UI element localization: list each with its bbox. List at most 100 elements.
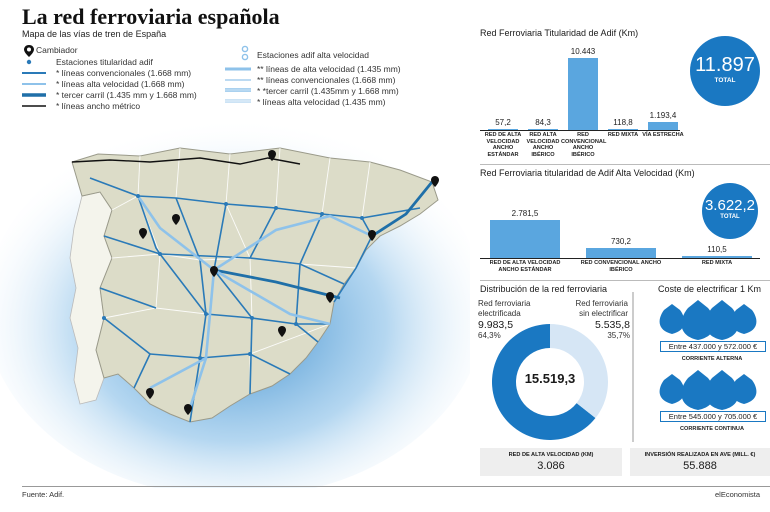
pin-icon [146,388,154,399]
legend-item: ** líneas convencionales (1.668 mm) [257,75,396,85]
av-station-circle-icon [241,53,249,61]
legend-left-symbols [22,45,46,107]
av-station-circle-icon [241,45,249,53]
cost-ac-range: Entre 437.000 y 572.000 € [660,341,766,352]
legend-item: * líneas alta velocidad (1.435 mm) [257,97,386,107]
electrified-label: Red ferroviaria electrificada [478,299,531,318]
bar-category-label: RED CONVENCIONAL ANCHO IBÉRICO [580,260,662,273]
cost-title: Coste de electrificar 1 Km [658,284,762,294]
chart1-total-circle: 11.897 TOTAL [690,36,760,106]
pin-icon [431,176,439,187]
bar-category-label: RED ALTA VELOCIDAD ANCHO IBÉRICO [526,132,560,158]
bar-category-label: RED MIXTA [607,132,639,138]
money-bags-illustration [659,300,757,410]
non-electrified-pct: 35,7% [607,331,630,340]
bar-category-label: RED CONVENCIONAL ANCHO IBÉRICO [561,132,607,158]
pin-icon [210,266,218,277]
chart1-total-value: 11.897 [695,54,755,76]
legend-item: * líneas convencionales (1.668 mm) [56,68,192,78]
chart2-baseline [480,258,760,259]
station-dot-icon [26,59,32,65]
gauge-changer-pins [139,150,439,415]
chart2-total-label: TOTAL [720,214,740,220]
bar [488,128,518,130]
spain-rail-map [0,118,470,488]
chart2-area: 2.781,5 RED DE ALTA VELOCIDAD ANCHO ESTÁN… [480,180,770,280]
pin-icon [268,150,276,161]
pin-icon [326,292,334,303]
section-divider [480,280,770,281]
donut-chart [492,324,608,440]
chart1-area: 57,2 RED DE ALTA VELOCIDAD ANCHO ESTÁNDAR… [480,44,770,164]
chart2-total-value: 3.622,2 [704,197,756,214]
legend-right-symbols [225,45,251,103]
legend-item: ** líneas de alta velocidad (1.435 mm) [257,64,401,74]
third-rail-lines [213,181,434,300]
legend-right: Estaciones adif alta velocidad ** líneas… [225,45,435,115]
legend-item: Cambiador [36,45,78,55]
bar-value-label: 84,3 [535,117,551,127]
metric-gauge-line [71,157,301,165]
section-divider [480,164,770,165]
av-km-value: 3.086 [537,460,565,472]
legend-item: Estaciones titularidad adif [56,57,153,67]
ave-investment-box: INVERSIÓN REALIZADA EN AVE (MILL. €) 55.… [630,448,770,476]
electrified-pct: 64,3% [478,331,501,340]
pin-icon [24,45,34,57]
brand-logo: elEconomista [715,490,761,499]
bar-value-label: 2.781,5 [511,209,539,218]
legend-item: * líneas ancho métrico [56,101,141,111]
av-km-label: RED DE ALTA VELOCIDAD (KM) [508,452,594,458]
pin-icon [184,404,192,415]
legend-left: Cambiador Estaciones titularidad adif * … [22,43,222,123]
bar-category-label: VÍA ESTRECHA [642,132,684,138]
station-dots [102,194,364,360]
pin-icon [172,214,180,225]
chart2-title: Red Ferroviaria titularidad de Adif Alta… [480,168,695,178]
non-electrified-value: 5.535,8 [594,319,630,331]
source-note: Fuente: Adif. [22,490,65,499]
av-km-box: RED DE ALTA VELOCIDAD (KM) 3.086 [480,448,622,476]
bar-value-label: 730,2 [610,237,632,247]
legend-item: * *tercer carril (1.435mm y 1.668 mm) [257,86,399,96]
donut-center-value: 15.519,3 [524,371,576,386]
bar [490,220,560,258]
cost-dc-range: Entre 545.000 y 705.000 € [660,411,766,422]
bar [648,121,678,130]
cost-ac-caption: CORRIENTE ALTERNA [681,356,743,362]
pin-icon [278,326,286,337]
bar-category-label: RED DE ALTA VELOCIDAD ANCHO ESTÁNDAR [489,260,561,273]
bar [608,128,638,130]
cost-divider [632,292,634,442]
legend-item: Estaciones adif alta velocidad [257,50,369,60]
footer-rule [22,486,770,487]
bar [586,248,656,258]
cost-dc-caption: CORRIENTE CONTINUA [679,426,745,432]
high-speed-lines [136,195,373,409]
ave-investment-label: INVERSIÓN REALIZADA EN AVE (MILL. €) [644,452,756,458]
bar [568,58,598,130]
bar-value-label: 57,2 [495,117,511,127]
legend-item: * líneas alta velocidad (1.668 mm) [56,79,185,89]
pin-icon [139,228,147,239]
donut-slice [550,324,608,419]
page-title: La red ferroviaria española [22,4,280,29]
money-bag-icon [659,300,757,410]
legend-item: * tercer carril (1.435 mm y 1.668 mm) [56,90,197,100]
chart2-total-circle: 3.622,2 TOTAL [702,183,758,239]
bar-category-label: RED DE ALTA VELOCIDAD ANCHO ESTÁNDAR [484,132,522,158]
chart1-total-label: TOTAL [714,77,736,84]
electrified-value: 9.983,5 [478,319,514,331]
bar-value-label: 118,8 [613,117,633,127]
map-subtitle: Mapa de las vías de tren de España [22,29,167,39]
bar [682,256,752,258]
bar-category-label: RED MIXTA [701,260,733,266]
non-electrified-label: Red ferroviaria sin electrificar [575,299,628,318]
bar-value-label: 110,5 [707,245,727,255]
bar [528,128,558,130]
pin-icon [368,230,376,241]
chart1-baseline [480,130,680,131]
donut-slice [492,324,596,440]
bar-value-label: 1.193,4 [649,110,677,120]
donut-title: Distribución de la red ferroviaria [480,284,608,294]
